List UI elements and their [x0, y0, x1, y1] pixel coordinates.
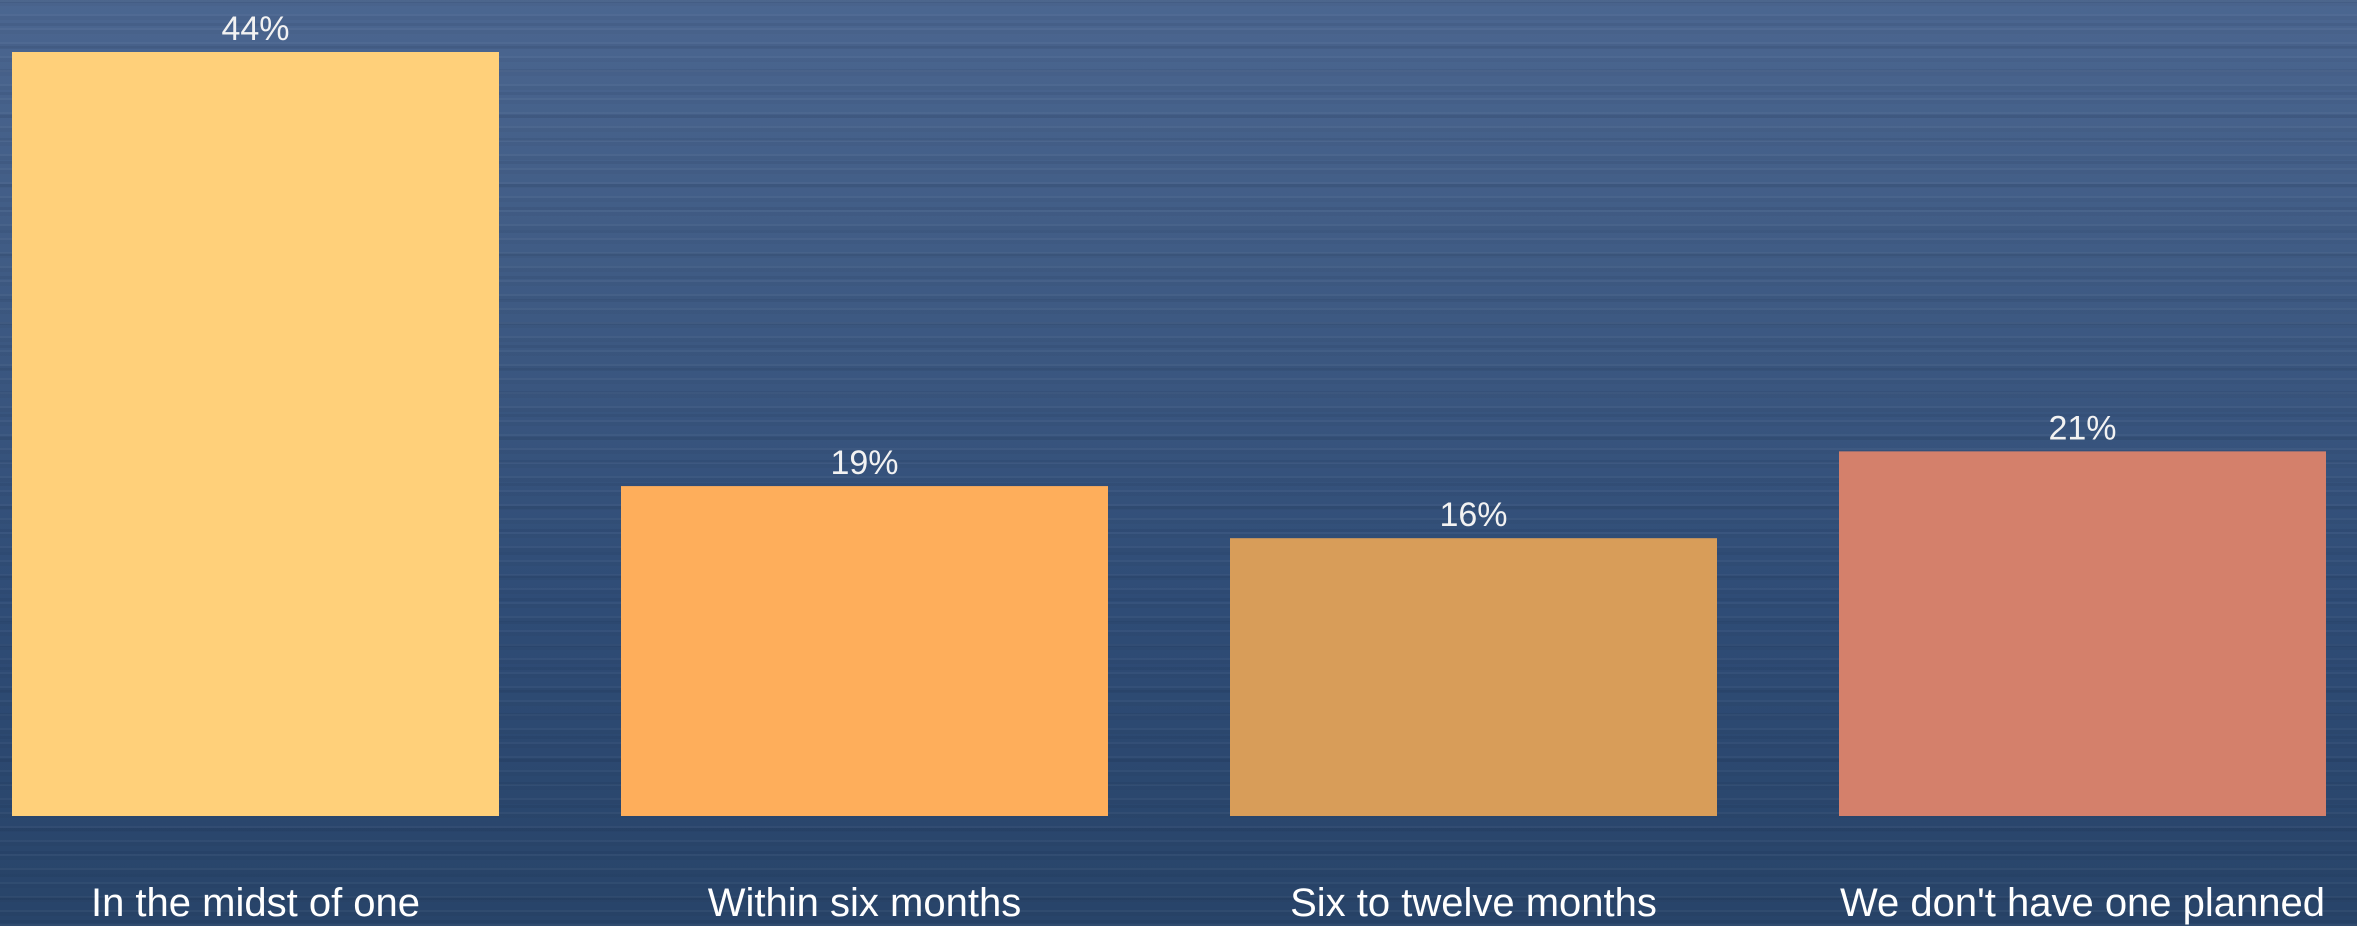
data-label-0: 44%	[221, 10, 289, 48]
bar-0	[12, 52, 499, 816]
category-label-3: We don't have one planned	[1840, 881, 2325, 925]
category-label-2: Six to twelve months	[1290, 881, 1657, 925]
category-label-1: Within six months	[708, 881, 1021, 925]
data-label-1: 19%	[830, 444, 898, 482]
category-label-0: In the midst of one	[91, 881, 420, 925]
bar-2	[1230, 538, 1717, 816]
bar-3	[1839, 451, 2326, 816]
data-label-3: 21%	[2048, 409, 2116, 447]
bar-1	[621, 486, 1108, 816]
data-label-2: 16%	[1439, 496, 1507, 534]
